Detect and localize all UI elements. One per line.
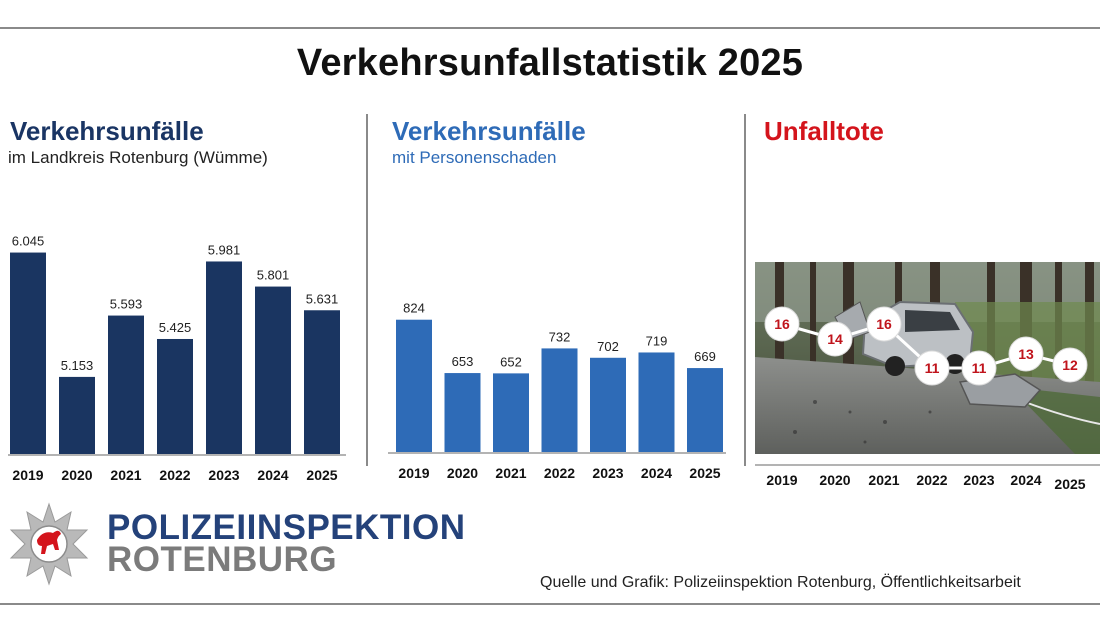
chart-accidents-injury: 824 2019 653 2020 652 2021 732 2022 702 2023 719 20… bbox=[388, 301, 726, 481]
bar-2019 bbox=[10, 252, 46, 454]
fatalities-marker-2023 bbox=[961, 350, 997, 386]
panel3-title: Unfalltote bbox=[764, 116, 884, 146]
bar-value-label-2023: 5.981 bbox=[208, 242, 241, 257]
logo-line1: POLIZEIINSPEKTION bbox=[107, 508, 466, 547]
bar-2025 bbox=[687, 368, 723, 452]
x-tick-2025: 2025 bbox=[689, 465, 720, 481]
bar-value-label-2020: 5.153 bbox=[61, 358, 94, 373]
x-tick-2023: 2023 bbox=[963, 472, 994, 488]
bar-2024 bbox=[255, 286, 291, 454]
bar-2021 bbox=[493, 373, 529, 452]
bar-2025 bbox=[304, 310, 340, 454]
top-rule bbox=[0, 27, 1100, 29]
x-tick-2022: 2022 bbox=[916, 472, 947, 488]
fatalities-marker-2019 bbox=[764, 306, 800, 342]
bar-2022 bbox=[541, 348, 578, 452]
x-tick-2021: 2021 bbox=[110, 467, 141, 483]
fatalities-value-2023: 11 bbox=[972, 360, 987, 376]
x-tick-2025: 2025 bbox=[1054, 476, 1085, 492]
x-tick-2023: 2023 bbox=[208, 467, 239, 483]
bar-value-label-2025: 669 bbox=[694, 349, 716, 364]
bar-2020 bbox=[59, 376, 95, 454]
fatalities-value-2024: 13 bbox=[1018, 346, 1034, 362]
x-tick-2024: 2024 bbox=[641, 465, 672, 481]
bar-value-label-2019: 824 bbox=[403, 301, 425, 316]
fatalities-value-2022: 11 bbox=[925, 360, 940, 376]
x-tick-2024: 2024 bbox=[1010, 472, 1041, 488]
fatalities-value-2021: 16 bbox=[876, 316, 892, 332]
x-tick-2021: 2021 bbox=[868, 472, 899, 488]
divider-1 bbox=[366, 114, 368, 466]
bar-value-label-2024: 5.801 bbox=[257, 268, 290, 283]
x-tick-2025: 2025 bbox=[306, 467, 337, 483]
bar-2021 bbox=[108, 315, 144, 454]
bar-value-label-2021: 652 bbox=[500, 354, 522, 369]
bar-2020 bbox=[444, 373, 481, 452]
bar-value-label-2021: 5.593 bbox=[110, 297, 143, 312]
panel1-subtitle: im Landkreis Rotenburg (Wümme) bbox=[8, 148, 268, 167]
x-tick-2019: 2019 bbox=[12, 467, 43, 483]
fatalities-marker-2021 bbox=[866, 306, 902, 342]
bar-value-label-2023: 702 bbox=[597, 339, 619, 354]
bar-value-label-2024: 719 bbox=[646, 333, 668, 348]
x-tick-2021: 2021 bbox=[495, 465, 526, 481]
panel1-title: Verkehrsunfälle bbox=[10, 116, 204, 146]
bar-2023 bbox=[590, 357, 626, 452]
fatalities-marker-2020 bbox=[817, 321, 853, 357]
x-tick-2023: 2023 bbox=[592, 465, 623, 481]
divider-2 bbox=[744, 114, 746, 466]
x-tick-2022: 2022 bbox=[544, 465, 575, 481]
bar-value-label-2019: 6.045 bbox=[12, 234, 45, 249]
bar-2019 bbox=[396, 319, 432, 452]
x-tick-2020: 2020 bbox=[447, 465, 478, 481]
x-tick-2019: 2019 bbox=[398, 465, 429, 481]
police-star-horse-icon bbox=[9, 502, 89, 586]
x-tick-2020: 2020 bbox=[819, 472, 850, 488]
fatalities-marker-2024 bbox=[1008, 336, 1044, 372]
bar-value-label-2025: 5.631 bbox=[306, 291, 339, 306]
fatalities-value-2019: 16 bbox=[774, 316, 790, 332]
bar-value-label-2022: 5.425 bbox=[159, 320, 192, 335]
bar-2024 bbox=[638, 352, 675, 452]
source-note: Quelle und Grafik: Polizeiinspektion Rot… bbox=[540, 574, 1021, 591]
chart-accidents-total: 6.045 2019 5.153 2020 5.593 2021 5.425 2022 5.98… bbox=[8, 234, 346, 483]
fatalities-value-2020: 14 bbox=[827, 331, 843, 347]
main-title: Verkehrsunfallstatistik 2025 bbox=[296, 42, 804, 84]
x-tick-2020: 2020 bbox=[61, 467, 92, 483]
fatalities-marker-2022 bbox=[914, 350, 950, 386]
bottom-rule bbox=[0, 603, 1100, 605]
bar-2023 bbox=[206, 261, 242, 454]
panel2-title: Verkehrsunfälle bbox=[392, 116, 586, 146]
bar-value-label-2022: 732 bbox=[549, 329, 571, 344]
x-tick-2019: 2019 bbox=[766, 472, 797, 488]
x-tick-2022: 2022 bbox=[159, 467, 190, 483]
bar-value-label-2020: 653 bbox=[452, 354, 474, 369]
fatalities-marker-2025 bbox=[1052, 347, 1088, 383]
chart-fatalities: 16 2019 14 2020 16 2021 11 2022 11 2023 13 2024 12 20… bbox=[755, 306, 1100, 492]
panel2-subtitle: mit Personenschaden bbox=[392, 148, 557, 167]
fatalities-value-2025: 12 bbox=[1062, 357, 1078, 373]
bar-2022 bbox=[157, 338, 193, 454]
logo-line2: ROTENBURG bbox=[107, 540, 338, 579]
x-tick-2024: 2024 bbox=[257, 467, 288, 483]
